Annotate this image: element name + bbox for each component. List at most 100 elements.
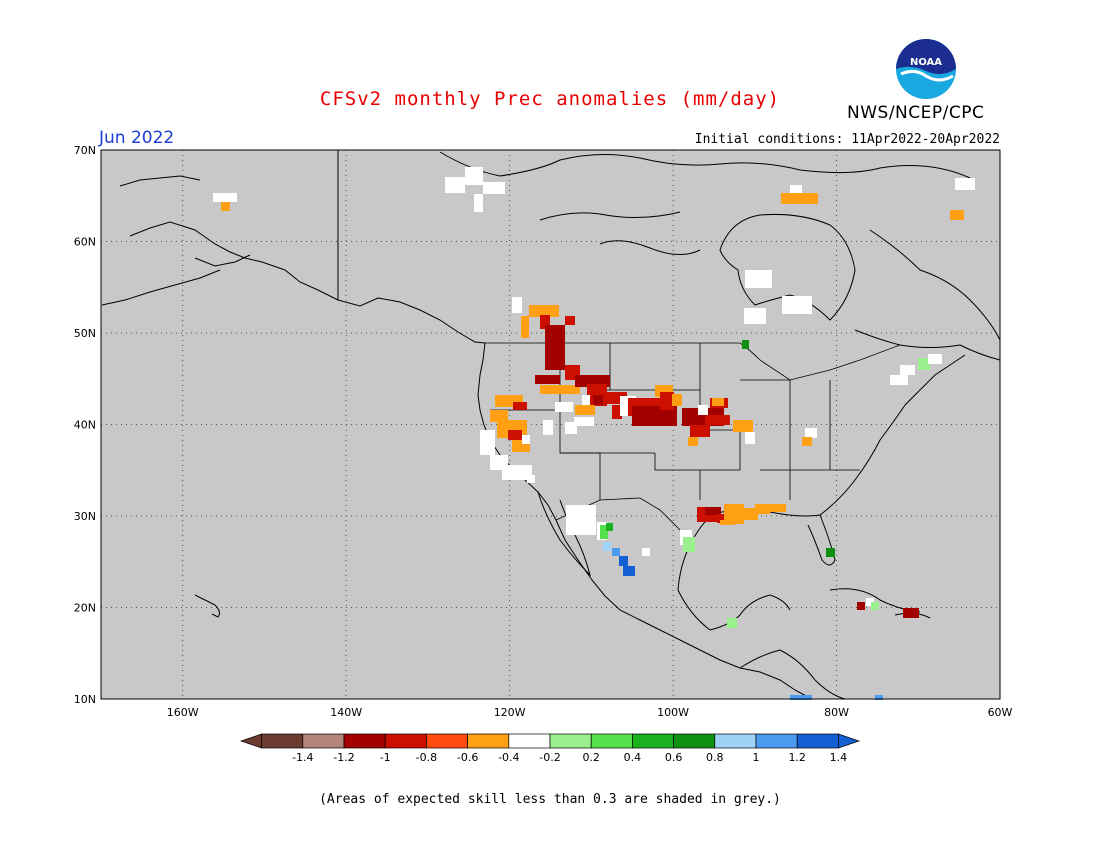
colorbar-label: -0.6 (457, 751, 478, 764)
anomaly-cell (619, 556, 628, 566)
anomaly-cell (480, 430, 495, 455)
anomaly-cell (612, 405, 622, 419)
anomaly-cell (545, 325, 565, 370)
anomaly-cell (612, 548, 620, 556)
map-frame (100, 149, 1001, 700)
anomaly-cell (575, 405, 595, 415)
anomaly-cell (606, 523, 613, 531)
colorbar-swatch (261, 733, 304, 749)
y-tick-label: 50N (74, 327, 96, 340)
colorbar-label: -1 (380, 751, 391, 764)
anomaly-cell (903, 608, 919, 618)
anomaly-cell (535, 375, 560, 384)
anomaly-cell (744, 308, 766, 324)
y-tick-label: 10N (74, 693, 96, 706)
colorbar-swatch (590, 733, 633, 749)
anomaly-cell (465, 167, 483, 185)
anomaly-cell (690, 425, 710, 437)
anomaly-cell (543, 420, 553, 435)
colorbar-label: -1.2 (333, 751, 354, 764)
anomaly-cell (574, 417, 594, 426)
x-tick-label: 160W (167, 706, 199, 719)
anomaly-cell (529, 305, 559, 317)
initial-conditions: Initial conditions: 11Apr2022-20Apr2022 (694, 132, 1000, 147)
anomaly-cell (727, 618, 737, 628)
colorbar-swatch (549, 733, 592, 749)
anomaly-cell (688, 437, 698, 446)
colorbar-swatch (384, 733, 427, 749)
anomaly-cell (781, 193, 818, 204)
skill-footnote: (Areas of expected skill less than 0.3 a… (319, 792, 781, 807)
anomaly-cell (600, 525, 608, 539)
anomaly-cell (565, 316, 575, 325)
anomaly-cell (857, 602, 865, 610)
anomaly-cell (955, 178, 975, 190)
anomaly-cell (660, 392, 674, 410)
anomaly-cell (712, 398, 724, 406)
agency-label: NWS/NCEP/CPC (847, 103, 985, 123)
anomaly-cell (683, 537, 695, 552)
anomaly-cell (782, 296, 812, 314)
forecast-month: Jun 2022 (99, 128, 175, 148)
y-tick-label: 30N (74, 510, 96, 523)
y-tick-label: 60N (74, 236, 96, 249)
colorbar-swatch (426, 733, 468, 749)
anomaly-cell (790, 185, 802, 193)
axis-ticks: 160W 140W 120W 100W 80W 60W 70N 60N 50N 40N 30N 20N… (74, 144, 1013, 719)
colorbar-label: -1.4 (292, 751, 313, 764)
anomaly-cell (790, 695, 812, 700)
colorbar-swatch (796, 733, 839, 749)
anomaly-cell (555, 402, 573, 412)
x-tick-label: 100W (657, 706, 689, 719)
anomaly-cell (642, 548, 650, 556)
anomaly-cell (738, 508, 758, 520)
x-tick-label: 60W (988, 706, 1013, 719)
anomaly-cell (705, 507, 721, 515)
colorbar-swatch (755, 733, 798, 749)
anomaly-cell (871, 602, 879, 610)
anomaly-cell (512, 297, 522, 313)
colorbar-label: 0.2 (582, 751, 600, 764)
anomaly-cell (474, 194, 483, 212)
anomaly-cell (745, 270, 772, 288)
colorbar-swatch (673, 733, 716, 749)
y-tick-label: 70N (74, 144, 96, 157)
x-tick-label: 120W (494, 706, 526, 719)
anomaly-cell (582, 395, 590, 405)
anomaly-cell (490, 410, 508, 422)
anomaly-cell (733, 420, 753, 432)
anomaly-cell (745, 432, 755, 444)
anomaly-cell (213, 193, 237, 202)
anomaly-cell (508, 430, 522, 440)
anomaly-cell (805, 428, 817, 438)
anomaly-cell (483, 182, 505, 194)
anomaly-cell (540, 315, 550, 329)
y-tick-label: 20N (74, 602, 96, 615)
anomaly-cell (540, 385, 580, 394)
anomaly-cell (221, 202, 230, 211)
x-tick-label: 80W (824, 706, 849, 719)
logo-text: NOAA (910, 57, 942, 68)
colorbar-swatch (632, 733, 674, 749)
anomaly-cell (513, 402, 527, 410)
anomaly-cell (672, 394, 682, 406)
colorbar-swatch (467, 733, 510, 749)
anomaly-cell (522, 435, 530, 444)
anomaly-cell (742, 340, 749, 349)
anomaly-cells (213, 167, 975, 700)
anomaly-cell (566, 505, 596, 535)
colorbar-label: 0.6 (665, 751, 683, 764)
colorbar-swatch (302, 733, 345, 749)
colorbar-label: -0.2 (539, 751, 560, 764)
colorbar-label: 1 (753, 751, 760, 764)
y-tick-label: 40N (74, 419, 96, 432)
anomaly-cell (623, 566, 635, 576)
anomaly-cell (527, 475, 535, 483)
anomaly-cell (445, 177, 465, 193)
anomaly-cell (826, 548, 835, 557)
anomaly-cell (802, 437, 812, 446)
colorbar-label: -0.8 (416, 751, 437, 764)
x-tick-label: 140W (330, 706, 362, 719)
anomaly-cell (890, 375, 908, 385)
